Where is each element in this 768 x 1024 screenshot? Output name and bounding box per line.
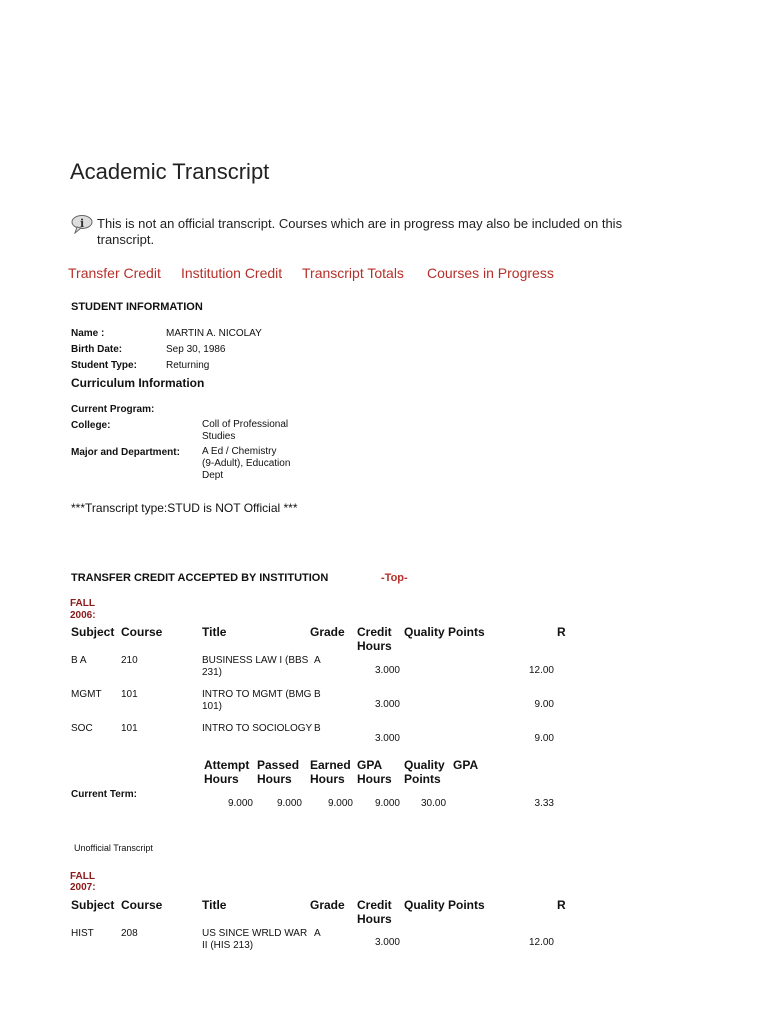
student-info-heading: STUDENT INFORMATION bbox=[71, 301, 203, 313]
cell-grade: A bbox=[314, 655, 321, 666]
header-quality-points: Quality Points bbox=[404, 625, 485, 639]
cell-subject: SOC bbox=[71, 723, 93, 734]
header-hours: Hours bbox=[357, 639, 392, 653]
term-label-year: 2007: bbox=[70, 882, 96, 893]
birth-value: Sep 30, 1986 bbox=[166, 344, 226, 355]
term-label-year: 2006: bbox=[70, 610, 96, 621]
type-label: Student Type: bbox=[71, 360, 137, 371]
header-subject: Subject bbox=[71, 898, 115, 912]
sum-quality: Quality bbox=[404, 758, 445, 772]
sum-value-earned: 9.000 bbox=[327, 798, 353, 809]
header-quality-points: Quality Points bbox=[404, 898, 485, 912]
term-label: FALL bbox=[70, 598, 95, 609]
cell-course: 101 bbox=[121, 723, 138, 734]
college-label: College: bbox=[71, 420, 111, 431]
header-title: Title bbox=[202, 898, 227, 912]
sum-earned-2: Hours bbox=[310, 772, 345, 786]
sum-value-attempt: 9.000 bbox=[227, 798, 253, 809]
cell-qp: 9.00 bbox=[534, 699, 554, 710]
sum-passed-2: Hours bbox=[257, 772, 292, 786]
cell-course: 208 bbox=[121, 928, 138, 939]
sum-attempt: Attempt bbox=[204, 758, 250, 772]
sum-value-passed: 9.000 bbox=[276, 798, 302, 809]
college-value: Coll of Professional bbox=[202, 419, 289, 430]
link-transfer-credit[interactable]: Transfer Credit bbox=[68, 265, 161, 281]
sum-quality-2: Points bbox=[404, 772, 441, 786]
cell-credit: 3.000 bbox=[374, 733, 400, 744]
cell-title-2: 101) bbox=[202, 701, 223, 712]
svg-text:i: i bbox=[80, 217, 84, 230]
cell-credit: 3.000 bbox=[374, 699, 400, 710]
cell-qp: 12.00 bbox=[528, 665, 554, 676]
curriculum-heading: Curriculum Information bbox=[71, 376, 205, 390]
sum-value-gpa-hours: 9.000 bbox=[374, 798, 400, 809]
notice-text: This is not an official transcript. Cour… bbox=[97, 216, 623, 231]
header-credit: Credit bbox=[357, 898, 392, 912]
program-label: Current Program: bbox=[71, 404, 155, 415]
major-value-2: (9-Adult), Education bbox=[202, 458, 291, 469]
cell-title: INTRO TO SOCIOLOGY bbox=[202, 723, 313, 734]
unofficial-note: Unofficial Transcript bbox=[74, 843, 153, 853]
sum-value-quality: 30.00 bbox=[421, 798, 447, 809]
header-r: R bbox=[557, 625, 566, 639]
cell-grade: B bbox=[314, 723, 321, 734]
header-grade: Grade bbox=[310, 625, 345, 639]
cell-credit: 3.000 bbox=[374, 937, 400, 948]
cell-course: 101 bbox=[121, 689, 138, 700]
header-hours: Hours bbox=[357, 912, 392, 926]
name-label: Name : bbox=[71, 328, 105, 339]
cell-subject: HIST bbox=[71, 928, 94, 939]
cell-credit: 3.000 bbox=[374, 665, 400, 676]
sum-earned: Earned bbox=[310, 758, 351, 772]
cell-grade: B bbox=[314, 689, 321, 700]
cell-subject: B A bbox=[71, 655, 87, 666]
cell-qp: 9.00 bbox=[534, 733, 554, 744]
info-icon: i bbox=[71, 215, 93, 234]
cell-qp: 12.00 bbox=[528, 937, 554, 948]
header-course: Course bbox=[121, 898, 163, 912]
notice-text-2: transcript. bbox=[97, 232, 155, 247]
college-value-2: Studies bbox=[202, 431, 236, 442]
type-value: Returning bbox=[166, 360, 210, 371]
major-value-3: Dept bbox=[202, 470, 224, 481]
sum-passed: Passed bbox=[257, 758, 300, 772]
cell-title: US SINCE WRLD WAR bbox=[202, 928, 308, 939]
top-link[interactable]: -Top- bbox=[381, 572, 408, 584]
transcript-type: ***Transcript type:STUD is NOT Official … bbox=[71, 501, 298, 515]
link-institution-credit[interactable]: Institution Credit bbox=[181, 265, 283, 281]
page-title: Academic Transcript bbox=[70, 159, 270, 184]
header-title: Title bbox=[202, 625, 227, 639]
sum-value-gpa: 3.33 bbox=[534, 798, 554, 809]
current-term-label: Current Term: bbox=[71, 789, 137, 800]
major-label: Major and Department: bbox=[71, 447, 180, 458]
header-credit: Credit bbox=[357, 625, 392, 639]
header-subject: Subject bbox=[71, 625, 115, 639]
sum-gpa-hours-2: Hours bbox=[357, 772, 392, 786]
term-label: FALL bbox=[70, 871, 95, 882]
sum-gpa: GPA bbox=[453, 758, 479, 772]
birth-label: Birth Date: bbox=[71, 344, 123, 355]
cell-title: INTRO TO MGMT (BMG bbox=[202, 689, 312, 700]
header-course: Course bbox=[121, 625, 163, 639]
sum-attempt-2: Hours bbox=[204, 772, 239, 786]
cell-grade: A bbox=[314, 928, 321, 939]
transfer-heading: TRANSFER CREDIT ACCEPTED BY INSTITUTION bbox=[71, 572, 329, 584]
name-value: MARTIN A. NICOLAY bbox=[166, 328, 262, 339]
header-grade: Grade bbox=[310, 898, 345, 912]
link-transcript-totals[interactable]: Transcript Totals bbox=[302, 265, 404, 281]
major-value: A Ed / Chemistry bbox=[202, 446, 277, 457]
header-r: R bbox=[557, 898, 566, 912]
sum-gpa-hours: GPA bbox=[357, 758, 383, 772]
cell-title: BUSINESS LAW I (BBS bbox=[202, 655, 309, 666]
cell-title-2: 231) bbox=[202, 667, 223, 678]
link-courses-in-progress[interactable]: Courses in Progress bbox=[427, 265, 554, 281]
cell-title-2: II (HIS 213) bbox=[202, 940, 254, 951]
cell-subject: MGMT bbox=[71, 689, 102, 700]
cell-course: 210 bbox=[121, 655, 138, 666]
